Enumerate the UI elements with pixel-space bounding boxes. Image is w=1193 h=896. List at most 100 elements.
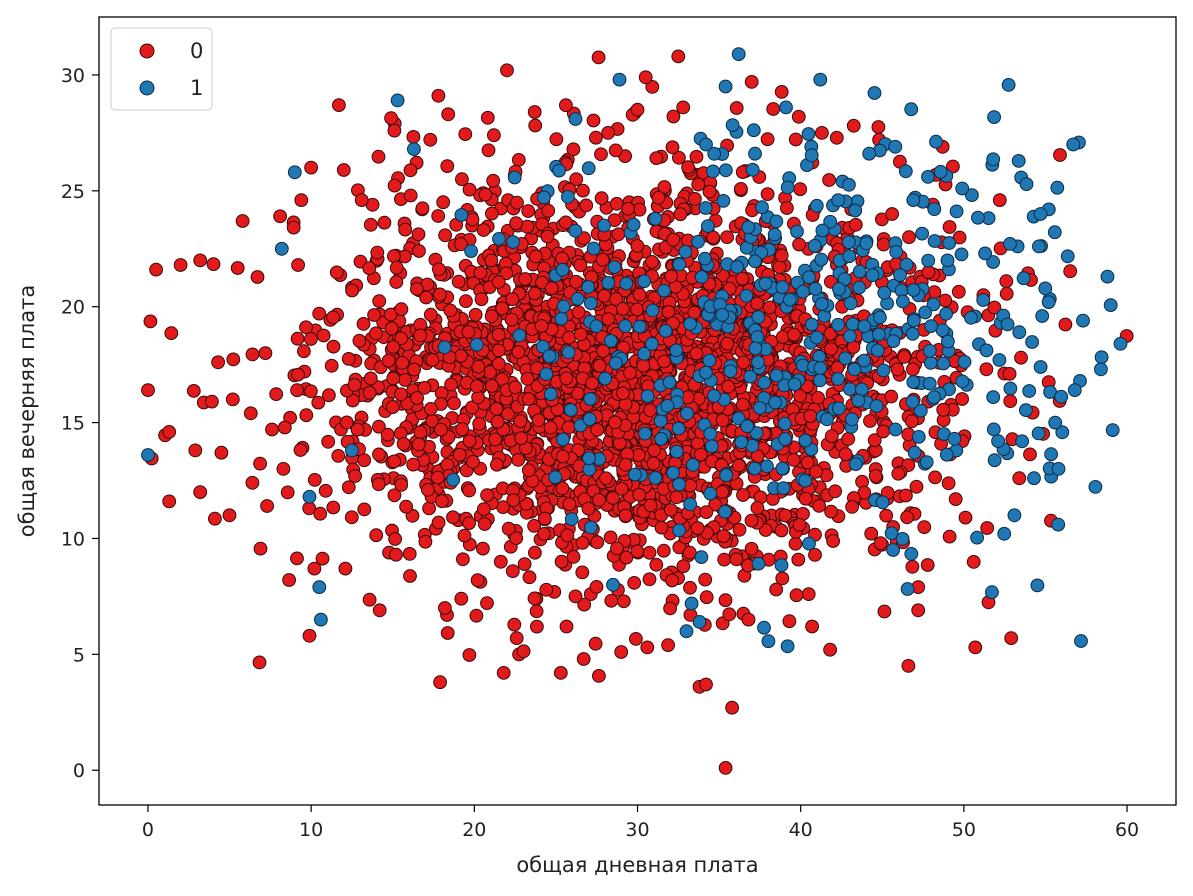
point-series-0-1434 <box>900 510 914 525</box>
point-series-0-2676 <box>868 469 883 483</box>
point-series-0-2364 <box>380 427 395 442</box>
point-series-1-205 <box>847 362 862 377</box>
point-series-0-2504 <box>253 456 268 471</box>
point-series-0-2013 <box>407 362 422 377</box>
point-series-0-2833 <box>885 207 899 221</box>
point-series-0-2434 <box>917 520 932 534</box>
point-series-0-1170 <box>226 352 241 367</box>
point-series-0-2044 <box>691 177 706 192</box>
point-series-1-425 <box>802 270 816 285</box>
point-series-1-275 <box>843 329 857 344</box>
point-series-0-2230 <box>649 151 664 166</box>
point-series-0-2783 <box>273 209 288 224</box>
point-series-0-2807 <box>500 63 514 78</box>
x-tick-label-60: 60 <box>1115 819 1139 841</box>
point-series-0-2328 <box>663 503 678 517</box>
point-series-1-367 <box>776 481 791 496</box>
point-series-0-2797 <box>403 188 418 203</box>
point-series-0-2816 <box>630 102 645 117</box>
point-series-1-476 <box>1076 313 1090 328</box>
point-series-0-2249 <box>1023 447 1037 462</box>
point-series-0-2617 <box>432 262 446 277</box>
point-series-0-1674 <box>559 619 574 634</box>
point-series-1-320 <box>608 356 623 371</box>
point-series-0-1077 <box>480 110 495 125</box>
point-series-1-292 <box>750 330 765 345</box>
point-series-0-311 <box>609 196 624 211</box>
y-tick-label-20: 20 <box>61 297 85 319</box>
point-series-1-196 <box>638 426 652 441</box>
point-series-0-871 <box>299 408 314 423</box>
point-series-1-161 <box>918 305 932 320</box>
point-series-1-252 <box>1060 249 1075 264</box>
point-series-0-2325 <box>206 257 221 272</box>
point-series-0-2449 <box>413 425 428 440</box>
point-series-0-1935 <box>345 283 360 298</box>
point-series-0-2597 <box>614 482 629 496</box>
point-series-1-187 <box>758 276 773 291</box>
point-series-0-357 <box>387 488 402 503</box>
point-series-0-2290 <box>590 423 605 437</box>
point-series-0-2846 <box>1002 367 1017 381</box>
point-series-0-2825 <box>744 75 759 89</box>
point-series-1-463 <box>991 434 1005 449</box>
point-series-0-2043 <box>636 358 651 373</box>
point-series-0-2095 <box>435 494 449 509</box>
point-series-1-423 <box>748 341 763 356</box>
point-series-0-1711 <box>877 604 892 619</box>
point-series-0-2183 <box>431 209 446 223</box>
point-series-1-138 <box>872 327 886 342</box>
point-series-0-2793 <box>354 193 369 208</box>
point-series-0-2403 <box>669 490 684 505</box>
x-tick-label-50: 50 <box>952 819 976 841</box>
point-series-0-991 <box>440 159 455 174</box>
point-series-1-350 <box>775 280 790 295</box>
point-series-1-406 <box>755 200 769 215</box>
point-series-1-291 <box>686 458 700 472</box>
point-series-0-2487 <box>350 422 365 437</box>
point-series-0-2045 <box>603 530 618 545</box>
point-series-0-2486 <box>480 488 495 503</box>
point-series-1-448 <box>692 615 707 629</box>
point-series-0-882 <box>290 331 305 346</box>
point-series-0-1390 <box>446 510 460 525</box>
point-series-0-1889 <box>472 416 487 431</box>
point-series-0-2747 <box>780 201 794 215</box>
point-series-0-2074 <box>352 333 367 348</box>
point-series-0-1396 <box>252 655 267 670</box>
point-series-0-2474 <box>290 383 305 398</box>
point-series-0-2799 <box>431 88 446 103</box>
point-series-0-2755 <box>455 422 470 437</box>
point-series-0-2699 <box>657 354 671 369</box>
point-series-1-174 <box>637 274 652 289</box>
point-series-0-2116 <box>469 608 484 623</box>
point-series-0-2098 <box>905 414 919 429</box>
point-series-0-2525 <box>643 498 658 513</box>
point-series-1-17 <box>852 280 867 295</box>
point-series-0-2803 <box>454 591 469 606</box>
point-series-0-2102 <box>706 230 721 245</box>
point-series-0-1257 <box>951 284 966 299</box>
point-series-1-222 <box>889 245 904 259</box>
point-series-1-76 <box>469 337 484 352</box>
y-axis-ticks: 0 5 10 15 20 25 30 <box>61 65 99 782</box>
point-series-0-2720 <box>521 392 536 406</box>
point-series-0-2626 <box>462 434 477 448</box>
point-series-0-2598 <box>143 314 158 329</box>
point-series-0-1904 <box>942 529 957 544</box>
point-series-0-2824 <box>725 700 739 715</box>
point-series-1-339 <box>725 118 740 132</box>
point-series-0-1739 <box>459 294 473 309</box>
point-series-1-31 <box>1103 298 1118 313</box>
point-series-0-2408 <box>208 511 222 526</box>
point-series-0-2769 <box>173 258 188 272</box>
point-series-1-428 <box>820 412 834 427</box>
point-series-1-69 <box>757 620 771 635</box>
point-series-0-2341 <box>370 245 385 260</box>
point-series-1-303 <box>780 180 795 195</box>
point-series-0-2827 <box>769 582 784 597</box>
point-series-1-230 <box>907 445 922 460</box>
point-series-0-2239 <box>632 487 647 502</box>
point-series-1-47 <box>684 596 699 611</box>
point-series-0-2065 <box>575 565 590 580</box>
